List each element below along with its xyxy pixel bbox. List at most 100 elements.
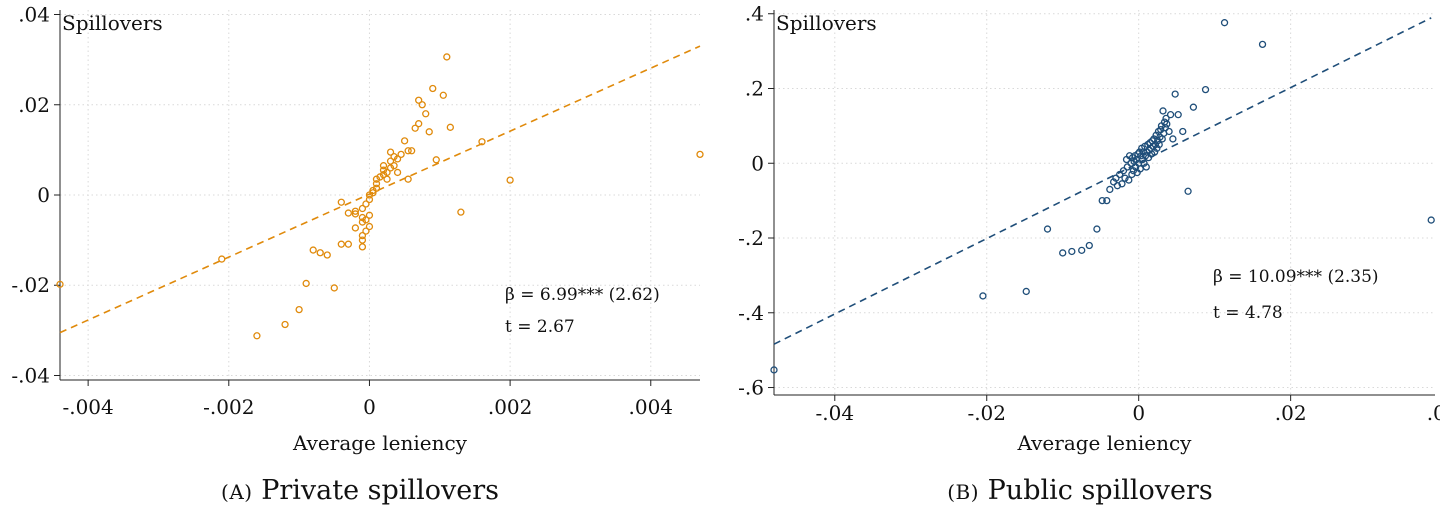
- caption-a-letter: (A): [221, 480, 253, 504]
- data-point: [1119, 167, 1128, 175]
- y-tick-label: .2: [745, 76, 764, 100]
- data-point: [309, 246, 317, 254]
- data-point: [1137, 152, 1145, 160]
- chart-title: Spillovers: [776, 11, 877, 35]
- y-tick-label: .04: [18, 3, 50, 27]
- data-point: [365, 195, 374, 204]
- x-tick-label: -.04: [815, 401, 854, 425]
- y-tick-label: .02: [18, 93, 50, 117]
- data-point: [446, 123, 454, 131]
- data-point: [369, 189, 377, 197]
- caption-a-text: Private spillovers: [261, 475, 499, 506]
- data-point: [457, 208, 465, 216]
- data-point: [478, 138, 486, 146]
- data-point: [1163, 120, 1171, 128]
- data-point: [362, 216, 370, 224]
- data-point: [358, 231, 367, 240]
- data-point: [1118, 180, 1126, 188]
- data-point: [253, 332, 261, 340]
- y-tick-label: -.6: [738, 376, 764, 400]
- data-point: [351, 224, 360, 232]
- data-point: [432, 156, 440, 164]
- chart-public-spillovers: -.6 -.4 -.2 0 .2 .4 -.04 -.02 0 .02 .04 Spillovers A…: [738, 2, 1440, 455]
- data-point: [1113, 182, 1122, 190]
- data-point: [1184, 187, 1192, 195]
- data-point: [425, 128, 433, 136]
- data-point: [383, 168, 391, 177]
- data-point: [362, 227, 370, 235]
- data-point: [218, 255, 226, 263]
- data-point: [418, 101, 426, 109]
- data-point: [1059, 249, 1067, 257]
- data-point: [1129, 167, 1138, 175]
- x-tick-label: .02: [1275, 401, 1307, 425]
- x-tick-label: 0: [1132, 401, 1145, 425]
- data-point: [404, 175, 412, 183]
- x-tick-label: -.002: [203, 395, 254, 419]
- data-point: [1123, 163, 1131, 171]
- y-tick-label: -.02: [11, 273, 50, 297]
- data-point: [386, 148, 395, 156]
- data-point: [1121, 174, 1129, 182]
- data-point: [372, 184, 381, 192]
- data-point: [407, 147, 416, 155]
- y-tick-label: -.4: [738, 301, 764, 325]
- x-tick-label: -.02: [967, 401, 1006, 425]
- data-point: [302, 279, 310, 288]
- t-annotation: t = 2.67: [505, 317, 575, 337]
- data-point: [404, 147, 412, 155]
- data-point: [506, 176, 514, 184]
- data-point: [1161, 124, 1169, 132]
- data-point: [362, 200, 370, 208]
- caption-b-text: Public spillovers: [987, 475, 1213, 506]
- data-point: [379, 162, 388, 170]
- data-point: [1125, 176, 1133, 184]
- data-point: [696, 150, 704, 159]
- chart-title: Spillovers: [62, 11, 163, 35]
- data-point: [358, 236, 367, 244]
- data-point: [1085, 241, 1093, 250]
- data-point: [337, 198, 345, 206]
- y-tick-label: 0: [751, 151, 764, 175]
- data-point: [1174, 111, 1182, 119]
- x-tick-label: .004: [629, 395, 674, 419]
- data-point: [1201, 85, 1210, 94]
- data-point: [358, 204, 367, 213]
- data-point: [337, 240, 345, 248]
- data-point: [316, 249, 324, 257]
- data-point: [415, 96, 423, 104]
- data-point: [1109, 178, 1118, 186]
- data-point: [1106, 185, 1114, 194]
- panel-a: -.04 -.02 0 .02 .04 -.004 -.002 0 .002 .004 Spillo…: [0, 0, 720, 470]
- caption-a: (A) Private spillovers: [0, 475, 720, 506]
- fit-line: [59, 45, 701, 334]
- data-point: [372, 180, 381, 188]
- data-point: [351, 210, 360, 218]
- panel-b: -.6 -.4 -.2 0 .2 .4 -.04 -.02 0 .02 .04 Spillovers A…: [720, 0, 1440, 470]
- data-point: [383, 175, 391, 183]
- data-point: [1169, 135, 1177, 143]
- data-point: [1103, 196, 1111, 205]
- x-tick-label: 0: [363, 395, 376, 419]
- data-point: [415, 120, 423, 128]
- data-point: [1159, 107, 1167, 115]
- data-point: [1022, 287, 1030, 296]
- data-point: [330, 284, 338, 292]
- y-tick-label: 0: [37, 183, 50, 207]
- data-point: [1166, 111, 1175, 119]
- data-point: [390, 162, 398, 170]
- data-point: [295, 305, 303, 314]
- t-annotation: t = 4.78: [1213, 303, 1283, 323]
- data-point: [411, 124, 419, 132]
- data-point: [1151, 140, 1160, 149]
- data-point: [358, 243, 367, 251]
- data-point: [1116, 170, 1124, 179]
- data-point: [1427, 216, 1435, 224]
- data-point: [365, 222, 374, 231]
- data-point: [386, 157, 395, 165]
- data-point: [1154, 137, 1162, 145]
- data-point: [344, 209, 353, 217]
- data-point: [1140, 159, 1148, 167]
- data-point: [1112, 174, 1120, 182]
- data-point: [400, 137, 409, 145]
